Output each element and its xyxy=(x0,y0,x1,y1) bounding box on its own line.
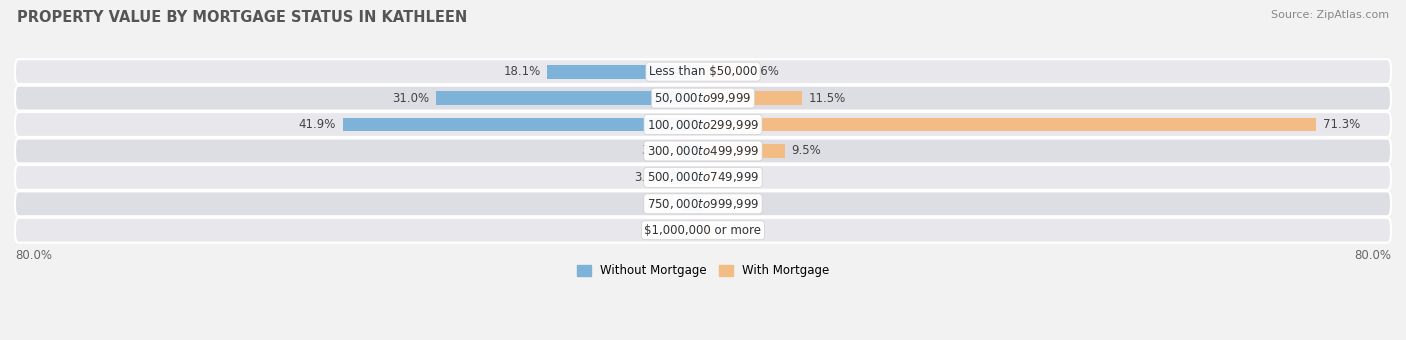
Text: Source: ZipAtlas.com: Source: ZipAtlas.com xyxy=(1271,10,1389,20)
Text: 4.6%: 4.6% xyxy=(749,65,779,78)
Bar xyxy=(671,171,703,184)
Text: $500,000 to $749,999: $500,000 to $749,999 xyxy=(647,170,759,184)
Text: $100,000 to $299,999: $100,000 to $299,999 xyxy=(647,118,759,132)
Text: 80.0%: 80.0% xyxy=(1354,249,1391,262)
Text: 80.0%: 80.0% xyxy=(15,249,52,262)
Bar xyxy=(703,91,801,105)
Text: 1.2%: 1.2% xyxy=(720,224,749,237)
FancyBboxPatch shape xyxy=(15,191,1391,216)
Text: 71.3%: 71.3% xyxy=(1323,118,1361,131)
Bar xyxy=(703,223,713,237)
Text: 41.9%: 41.9% xyxy=(298,118,336,131)
Bar xyxy=(436,91,703,105)
Bar xyxy=(703,65,742,79)
Text: $1,000,000 or more: $1,000,000 or more xyxy=(644,224,762,237)
Text: 3.7%: 3.7% xyxy=(634,171,664,184)
Text: 3.0%: 3.0% xyxy=(641,144,671,157)
Text: 11.5%: 11.5% xyxy=(808,91,846,105)
Bar xyxy=(703,171,721,184)
Text: Less than $50,000: Less than $50,000 xyxy=(648,65,758,78)
FancyBboxPatch shape xyxy=(15,86,1391,111)
Bar xyxy=(547,65,703,79)
Text: 9.5%: 9.5% xyxy=(792,144,821,157)
FancyBboxPatch shape xyxy=(15,112,1391,137)
Text: $50,000 to $99,999: $50,000 to $99,999 xyxy=(654,91,752,105)
Bar xyxy=(703,144,785,158)
Text: 2.3%: 2.3% xyxy=(647,197,676,210)
Text: 31.0%: 31.0% xyxy=(392,91,429,105)
FancyBboxPatch shape xyxy=(15,165,1391,190)
Text: 0.0%: 0.0% xyxy=(666,224,696,237)
Bar xyxy=(678,144,703,158)
Text: 0.0%: 0.0% xyxy=(710,197,740,210)
FancyBboxPatch shape xyxy=(15,59,1391,84)
Text: 18.1%: 18.1% xyxy=(503,65,540,78)
Legend: Without Mortgage, With Mortgage: Without Mortgage, With Mortgage xyxy=(572,260,834,282)
Bar xyxy=(703,118,1316,131)
Bar xyxy=(343,118,703,131)
FancyBboxPatch shape xyxy=(15,218,1391,243)
Text: 2.1%: 2.1% xyxy=(728,171,758,184)
Text: $750,000 to $999,999: $750,000 to $999,999 xyxy=(647,197,759,211)
Text: $300,000 to $499,999: $300,000 to $499,999 xyxy=(647,144,759,158)
FancyBboxPatch shape xyxy=(15,138,1391,164)
Bar xyxy=(683,197,703,211)
Text: PROPERTY VALUE BY MORTGAGE STATUS IN KATHLEEN: PROPERTY VALUE BY MORTGAGE STATUS IN KAT… xyxy=(17,10,467,25)
